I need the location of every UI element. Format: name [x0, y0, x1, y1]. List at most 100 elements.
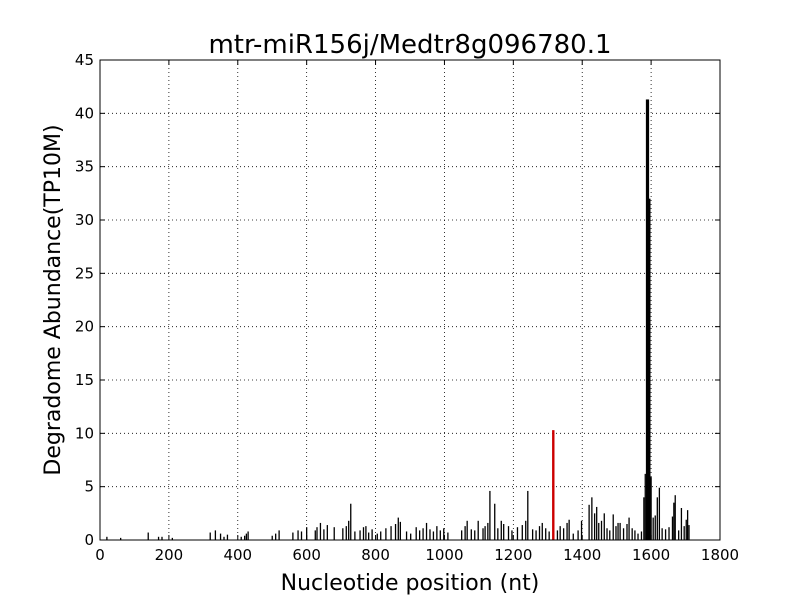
- abundance-bar: [271, 535, 273, 540]
- abundance-bar: [362, 527, 365, 540]
- abundance-bar: [474, 530, 476, 540]
- abundance-bar: [640, 531, 643, 540]
- y-tick-label: 35: [75, 158, 94, 176]
- abundance-bar: [658, 487, 661, 540]
- x-tick-label: 1000: [425, 546, 463, 564]
- abundance-bar: [538, 526, 541, 540]
- abundance-bar: [652, 517, 654, 540]
- abundance-bar: [333, 527, 335, 540]
- abundance-bar: [600, 520, 603, 540]
- abundance-bar: [562, 528, 565, 540]
- abundance-bar: [247, 531, 249, 540]
- abundance-bar: [626, 524, 628, 540]
- abundance-bar: [634, 530, 636, 540]
- y-tick-label: 10: [75, 424, 94, 442]
- abundance-bar: [323, 529, 325, 540]
- abundance-bar: [399, 521, 402, 540]
- abundance-bar: [577, 530, 579, 540]
- abundance-bar: [432, 531, 435, 540]
- abundance-bar: [394, 524, 397, 540]
- abundance-bar: [415, 527, 417, 540]
- abundance-bar: [668, 527, 670, 540]
- abundance-bar: [650, 477, 652, 540]
- abundance-bar: [300, 531, 303, 540]
- plot-frame: [99, 59, 721, 541]
- abundance-bar: [559, 526, 561, 540]
- abundance-bar: [297, 530, 299, 540]
- abundance-bar: [436, 526, 438, 540]
- abundance-bar: [380, 531, 382, 540]
- abundance-bar: [521, 525, 523, 540]
- abundance-bar: [631, 528, 633, 540]
- abundance-bar: [348, 520, 350, 540]
- abundance-bar: [466, 520, 468, 540]
- y-tick-label: 30: [75, 211, 94, 229]
- abundance-bar: [617, 522, 619, 540]
- abundance-bar: [503, 524, 505, 540]
- abundance-bar: [316, 527, 318, 540]
- y-tick-label: 25: [75, 264, 94, 282]
- x-tick-label: 1200: [494, 546, 532, 564]
- abundance-bar: [275, 533, 277, 540]
- abundance-bar: [507, 526, 510, 540]
- abundance-bar: [350, 503, 352, 540]
- abundance-bar: [609, 530, 611, 540]
- abundance-bar: [568, 519, 570, 540]
- abundance-bar: [664, 529, 667, 540]
- abundance-bar: [572, 533, 574, 540]
- abundance-bar: [487, 522, 489, 540]
- abundance-bar: [686, 510, 689, 540]
- abundance-bar: [443, 528, 445, 540]
- abundance-bar: [603, 513, 605, 540]
- abundance-bar: [500, 520, 502, 540]
- x-axis-label: Nucleotide position (nt): [281, 571, 540, 596]
- abundance-bar: [354, 531, 356, 540]
- abundance-bar: [405, 531, 408, 540]
- abundance-bar: [673, 502, 675, 540]
- abundance-bar: [556, 530, 559, 540]
- abundance-bar: [484, 526, 486, 540]
- abundance-bar: [643, 497, 645, 540]
- target-site-bar: [552, 430, 555, 540]
- abundance-bar: [214, 530, 217, 540]
- abundance-bar: [497, 528, 499, 540]
- abundance-bar: [619, 522, 621, 540]
- abundance-bar: [678, 530, 680, 540]
- abundance-bar: [422, 528, 424, 540]
- x-tick-label: 600: [292, 546, 321, 564]
- x-tick-label: 1600: [632, 546, 670, 564]
- abundance-bar: [219, 533, 222, 540]
- y-tick-label: 20: [75, 318, 94, 336]
- y-tick-label: 0: [84, 531, 94, 549]
- abundance-bar: [120, 537, 122, 540]
- abundance-bar: [591, 497, 593, 540]
- x-tick-label: 1400: [563, 546, 601, 564]
- abundance-bar: [345, 526, 347, 540]
- x-tick-label: 800: [361, 546, 390, 564]
- abundance-bar: [171, 537, 173, 540]
- abundance-bar: [511, 530, 513, 540]
- abundance-bar: [245, 533, 248, 540]
- abundance-bar: [157, 536, 160, 540]
- abundance-bar: [319, 522, 322, 540]
- abundance-bar: [418, 530, 421, 540]
- x-tick-label: 400: [223, 546, 252, 564]
- y-axis-label: Degradome Abundance(TP10M): [41, 124, 66, 475]
- abundance-bar: [637, 533, 639, 540]
- abundance-bar: [461, 530, 463, 540]
- abundance-bar: [240, 536, 242, 540]
- abundance-bar: [596, 506, 598, 540]
- x-tick-label: 1800: [701, 546, 739, 564]
- abundance-bar: [612, 514, 614, 540]
- x-tick-label: 200: [155, 546, 184, 564]
- tick-labels: 0 200 400 600 800 1000 1200 1400 1600 1800 0 5 10 15 2…: [75, 51, 739, 564]
- abundance-bar: [342, 528, 344, 540]
- abundance-bar: [644, 473, 646, 540]
- abundance-bar: [326, 525, 328, 540]
- abundance-bar: [628, 517, 630, 540]
- abundance-bar: [494, 503, 496, 540]
- abundance-bar: [593, 513, 596, 540]
- abundance-bar: [368, 532, 370, 540]
